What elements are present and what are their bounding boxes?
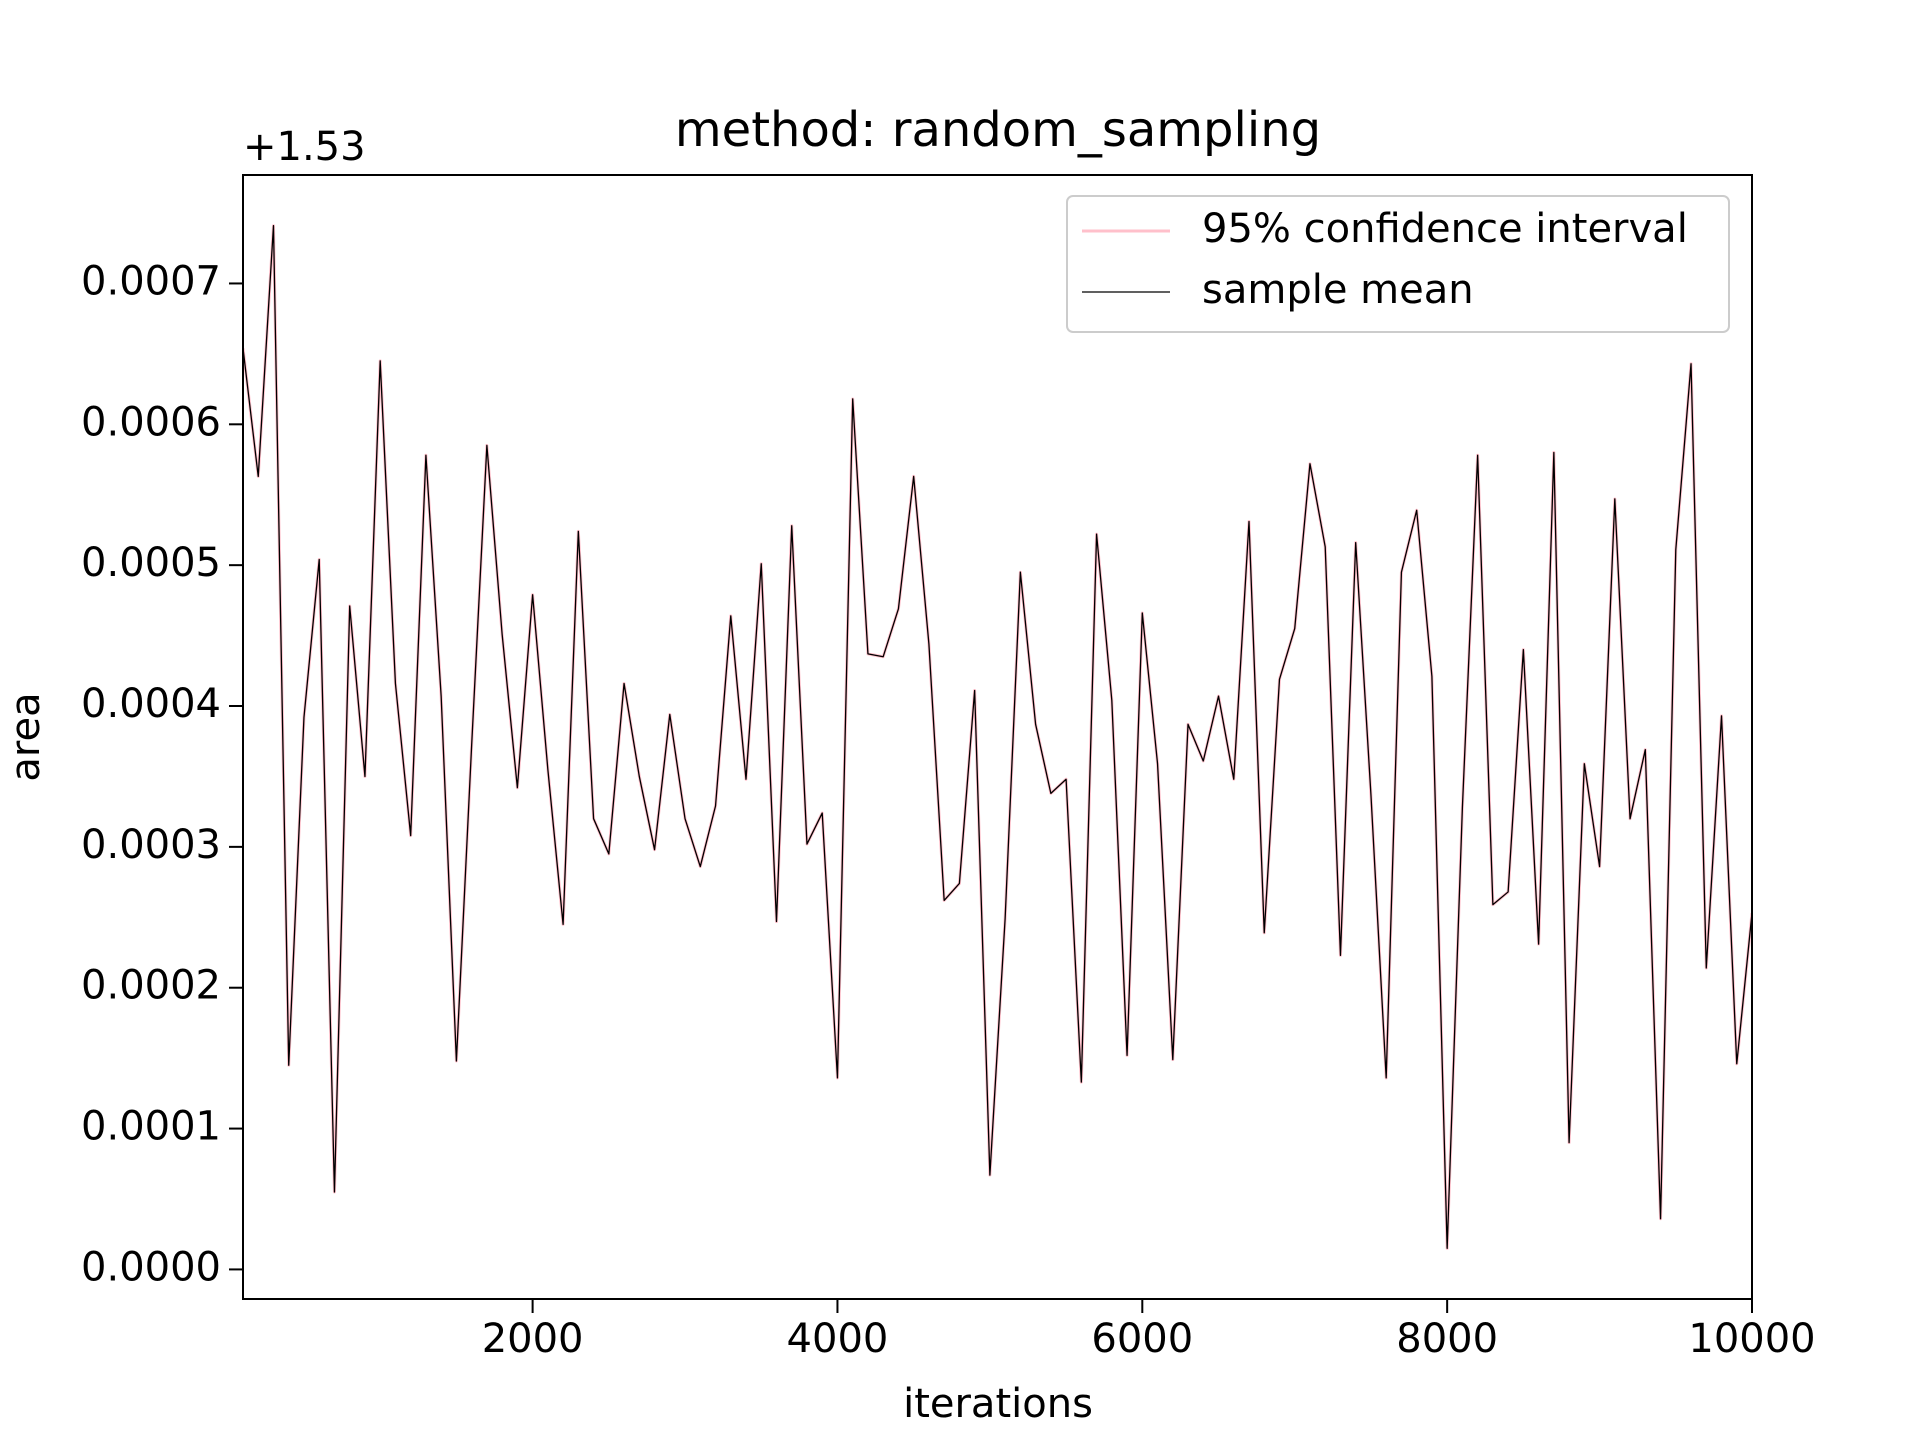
legend-box [1066, 195, 1730, 333]
legend-label: sample mean [1202, 267, 1474, 313]
x-tick-label: 4000 [787, 1316, 889, 1362]
y-tick-label: 0.0003 [81, 822, 221, 868]
y-offset-label: +1.53 [243, 124, 366, 170]
x-tick-label: 8000 [1396, 1316, 1498, 1362]
chart-title: method: random_sampling [675, 102, 1321, 158]
x-tick-label: 6000 [1091, 1316, 1193, 1362]
y-tick-label: 0.0007 [81, 258, 221, 304]
y-tick-label: 0.0001 [81, 1104, 221, 1150]
x-tick-label: 2000 [482, 1316, 584, 1362]
y-tick-label: 0.0000 [81, 1244, 221, 1290]
y-tick-label: 0.0006 [81, 399, 221, 445]
x-tick-label: 10000 [1688, 1316, 1815, 1362]
y-tick-label: 0.0005 [81, 540, 221, 586]
x-axis-label: iterations [903, 1381, 1093, 1427]
y-axis-label: area [3, 692, 49, 781]
plot-frame [242, 174, 1753, 1300]
legend-label: 95% confidence interval [1202, 206, 1688, 252]
series-line [243, 225, 1752, 1249]
y-tick-label: 0.0002 [81, 963, 221, 1009]
y-tick-label: 0.0004 [81, 681, 221, 727]
